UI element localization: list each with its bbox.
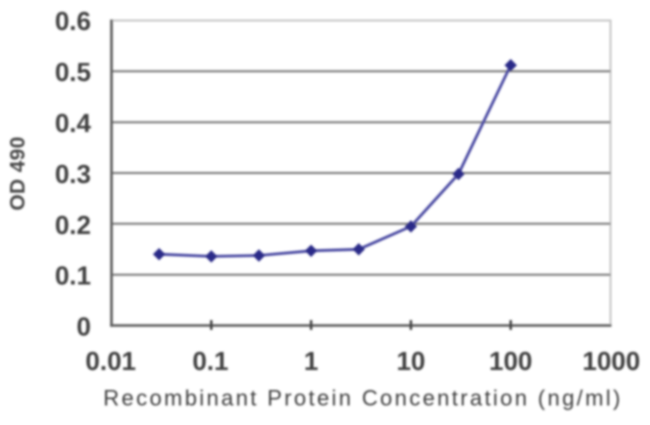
svg-text:0.1: 0.1 — [192, 346, 228, 376]
svg-text:0: 0 — [77, 312, 91, 342]
svg-text:1: 1 — [304, 346, 318, 376]
svg-text:OD 490: OD 490 — [7, 136, 30, 210]
svg-text:0.3: 0.3 — [55, 159, 91, 189]
svg-text:0.6: 0.6 — [55, 6, 91, 36]
svg-text:0.4: 0.4 — [55, 108, 92, 138]
svg-text:10: 10 — [396, 346, 425, 376]
svg-text:0.01: 0.01 — [85, 346, 136, 376]
svg-text:1000: 1000 — [582, 346, 640, 376]
svg-text:100: 100 — [489, 346, 532, 376]
svg-text:0.2: 0.2 — [55, 210, 91, 240]
svg-text:0.5: 0.5 — [55, 57, 91, 87]
svg-text:Recombinant Protein Concentrat: Recombinant Protein Concentration (ng/ml… — [103, 386, 622, 411]
svg-text:0.1: 0.1 — [55, 261, 91, 291]
